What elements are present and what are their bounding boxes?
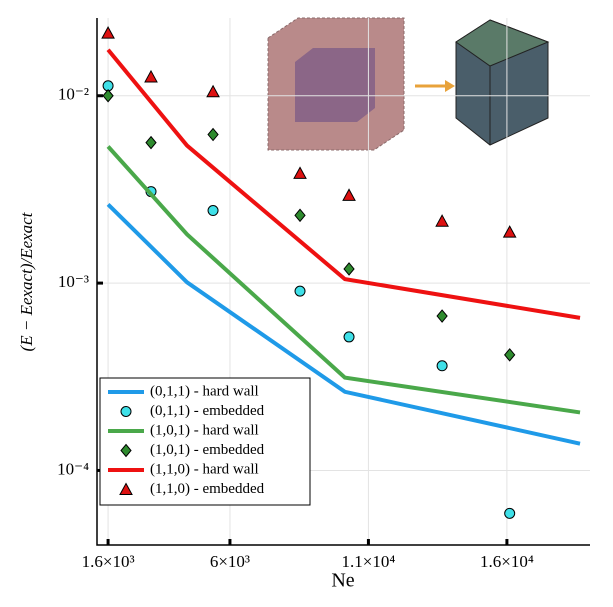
- marker: [504, 348, 516, 362]
- marker: [207, 205, 219, 217]
- marker: [120, 443, 132, 458]
- marker: [206, 84, 220, 98]
- marker: [119, 482, 133, 495]
- marker: [102, 88, 114, 103]
- legend-label: (0,1,1) - hard wall: [150, 383, 259, 399]
- x-tick-label: 1.1×10⁴: [342, 552, 396, 571]
- y-axis-title: (E − Eexact)/Eexact: [17, 211, 36, 351]
- axis-frame: [96, 18, 590, 546]
- marker: [145, 135, 157, 150]
- marker: [294, 208, 306, 223]
- x-tick-label: 6×10³: [210, 552, 250, 571]
- x-tick-label: 1.6×10³: [82, 552, 135, 571]
- marker: [342, 188, 356, 201]
- marker: [101, 26, 115, 39]
- legend-box: [99, 377, 311, 506]
- y-tick-label: 10⁻⁴: [57, 459, 89, 478]
- legend-label: (1,1,0) - embedded: [150, 481, 265, 497]
- marker: [120, 406, 132, 417]
- marker: [435, 214, 449, 227]
- legend: (0,1,1) - hard wall (0,1,1) - embedded (1,…: [99, 377, 311, 506]
- inset-illustration: [267, 17, 550, 151]
- line: [106, 145, 581, 415]
- marker: [504, 507, 516, 519]
- legend-label: (0,1,1) - embedded: [150, 403, 265, 419]
- marker: [343, 262, 355, 276]
- legend-label: (1,1,0) - hard wall: [150, 461, 259, 477]
- x-tick-label: 1.6×10⁴: [480, 552, 534, 571]
- x-axis-title: Ne: [331, 570, 354, 592]
- marker: [294, 285, 306, 297]
- marker: [436, 360, 448, 372]
- marker: [144, 69, 158, 83]
- marker: [293, 166, 307, 179]
- marker: [502, 225, 517, 238]
- legend-label: (1,0,1) - hard wall: [150, 422, 259, 438]
- line: [106, 48, 581, 320]
- marker: [207, 127, 219, 142]
- legend-label: (1,0,1) - embedded: [150, 442, 265, 458]
- marker: [436, 309, 448, 323]
- line: [106, 202, 581, 446]
- y-tick-label: 10⁻³: [58, 272, 89, 291]
- y-tick-label: 10⁻²: [58, 85, 89, 104]
- marker: [343, 331, 355, 343]
